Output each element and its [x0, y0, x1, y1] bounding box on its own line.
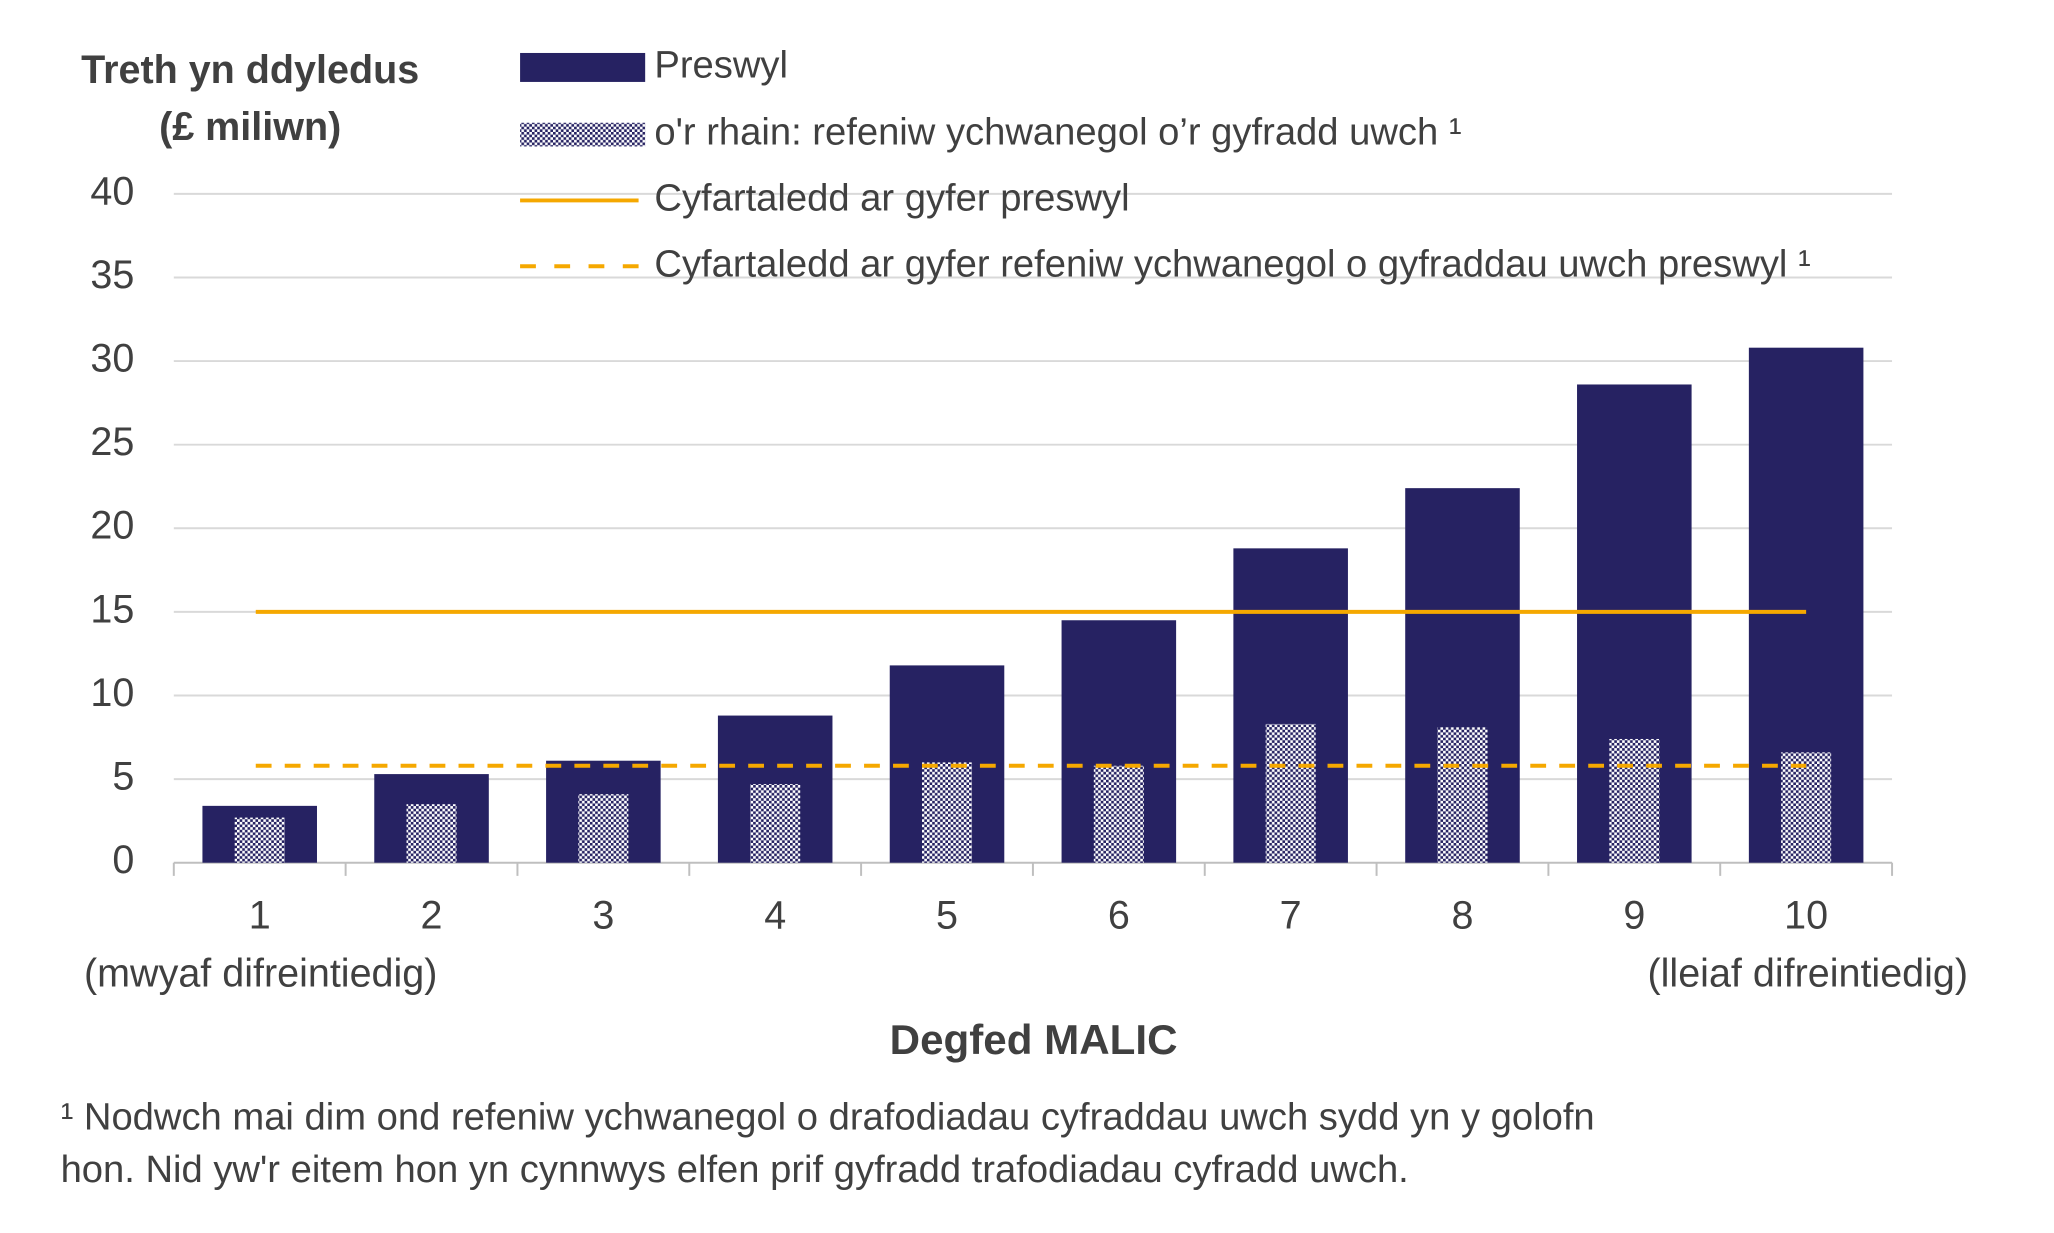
x-axis-label: Degfed MALIC	[890, 1016, 1178, 1063]
y-axis-label: (£ miliwn)	[159, 105, 341, 149]
x-tick-label: 10	[1784, 893, 1828, 937]
x-end-label: (mwyaf difreintiedig)	[84, 951, 437, 995]
y-tick-label: 20	[90, 504, 134, 548]
bar	[921, 762, 973, 863]
bar	[1265, 723, 1316, 863]
x-tick-label: 3	[592, 893, 614, 937]
legend-label: Preswyl	[654, 44, 788, 87]
x-tick-label: 6	[1108, 893, 1130, 937]
x-tick-label: 5	[936, 893, 958, 937]
x-tick-label: 1	[249, 893, 271, 937]
bar	[750, 784, 801, 863]
bar	[1609, 738, 1660, 863]
footnote: ¹ Nodwch mai dim ond refeniw ychwanegol …	[61, 1096, 1595, 1139]
x-tick-label: 7	[1280, 893, 1302, 937]
footnote: hon. Nid yw'r eitem hon yn cynnwys elfen…	[61, 1148, 1409, 1191]
legend-label: o'r rhain: refeniw ychwanegol o’r gyfrad…	[654, 111, 1461, 154]
bar	[1437, 727, 1488, 863]
y-tick-label: 0	[112, 838, 134, 882]
bar	[1093, 765, 1144, 863]
y-tick-label: 40	[90, 169, 134, 213]
x-tick-label: 4	[764, 893, 786, 937]
bar	[406, 804, 457, 863]
y-tick-label: 25	[90, 420, 134, 464]
legend-label: Cyfartaledd ar gyfer refeniw ychwanegol …	[654, 242, 1810, 285]
bar	[234, 817, 285, 863]
legend-swatch	[520, 122, 646, 147]
y-tick-label: 35	[90, 253, 134, 297]
legend-label: Cyfartaledd ar gyfer preswyl	[654, 177, 1129, 220]
x-tick-label: 9	[1623, 893, 1645, 937]
y-tick-label: 15	[90, 587, 134, 631]
y-tick-label: 30	[90, 337, 134, 381]
y-axis-label: Treth yn ddyledus	[81, 48, 419, 92]
bar	[578, 794, 629, 863]
x-end-label: (lleiaf difreintiedig)	[1648, 951, 1969, 995]
y-tick-label: 5	[112, 755, 134, 799]
x-tick-label: 8	[1452, 893, 1474, 937]
bar	[1781, 752, 1832, 863]
y-tick-label: 10	[90, 671, 134, 715]
legend-swatch	[520, 52, 646, 82]
x-tick-label: 2	[421, 893, 443, 937]
